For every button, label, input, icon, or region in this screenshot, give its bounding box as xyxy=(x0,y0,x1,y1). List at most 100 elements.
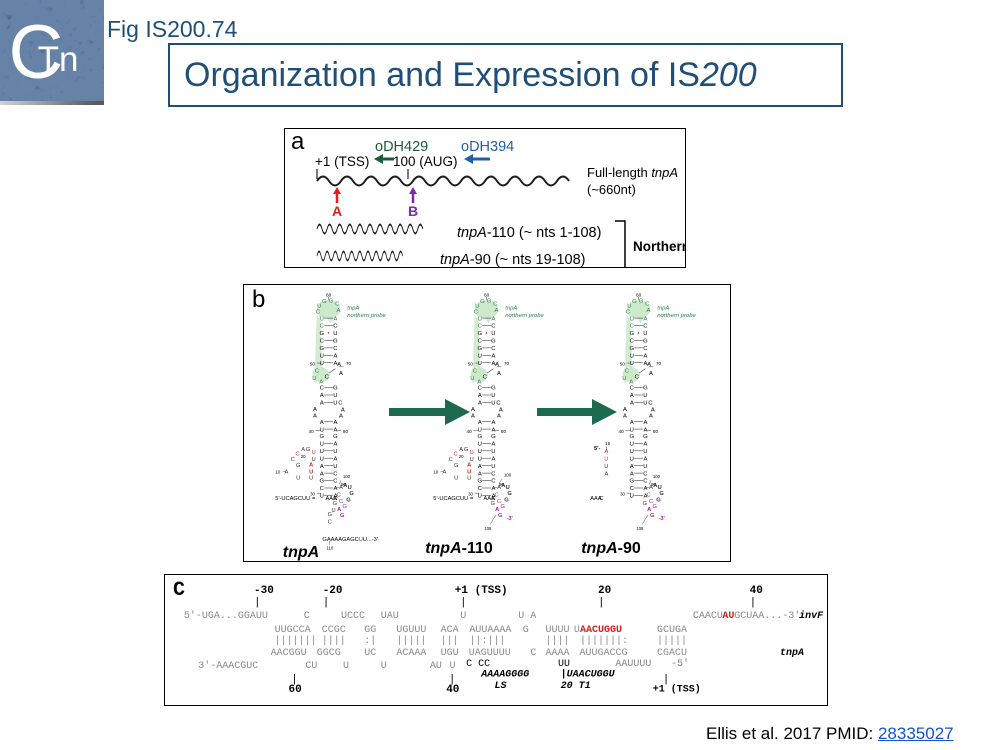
svg-text:20: 20 xyxy=(459,454,464,459)
svg-text:tnpA-90 (~ nts 19-108): tnpA-90 (~ nts 19-108) xyxy=(440,252,586,268)
svg-text:C: C xyxy=(454,451,458,457)
svg-text:G: G xyxy=(507,491,512,497)
svg-text:U: U xyxy=(506,485,510,491)
svg-text:tnpA-110 (~ nts 1-108): tnpA-110 (~ nts 1-108) xyxy=(457,225,601,241)
svg-text:GCUGA: GCUGA xyxy=(657,625,687,636)
svg-text:tnpA: tnpA xyxy=(780,648,804,659)
svg-text:U: U xyxy=(574,625,580,636)
svg-text::|: :| xyxy=(364,635,376,647)
svg-text:G: G xyxy=(656,497,661,503)
svg-text:G: G xyxy=(340,513,345,519)
svg-text:ACAAA: ACAAA xyxy=(396,648,426,659)
svg-text:|||||||: ||||||| xyxy=(275,635,317,647)
svg-text:3'-AAACGUC: 3'-AAACGUC xyxy=(198,660,258,672)
svg-text:G: G xyxy=(491,501,495,507)
svg-text:B: B xyxy=(408,203,418,219)
svg-text:G: G xyxy=(650,513,655,519)
svg-text:G: G xyxy=(523,625,529,636)
svg-text:20: 20 xyxy=(301,454,306,459)
svg-text:U: U xyxy=(332,508,336,514)
svg-text:Tn: Tn xyxy=(38,40,79,79)
svg-text:G: G xyxy=(349,491,354,497)
svg-text:G: G xyxy=(346,497,351,503)
svg-text:5'-UCAGCUU: 5'-UCAGCUU xyxy=(275,496,310,502)
svg-text:C: C xyxy=(296,451,300,457)
svg-text:AUUGACCG: AUUGACCG xyxy=(580,648,628,659)
svg-text:5'-: 5'- xyxy=(594,446,601,452)
svg-text:A: A xyxy=(467,463,471,469)
svg-text:-20: -20 xyxy=(323,585,343,597)
svg-text:100: 100 xyxy=(653,474,661,479)
svg-text:UUUU: UUUU xyxy=(546,625,570,636)
svg-text:U: U xyxy=(296,476,300,482)
svg-text:A: A xyxy=(497,485,501,491)
svg-text:AAAAGGGG: AAAAGGGG xyxy=(480,670,529,681)
svg-text:||:|||: ||:||| xyxy=(469,635,505,647)
svg-text:|: | xyxy=(460,597,467,609)
svg-text:|: | xyxy=(291,674,298,686)
svg-text:UAGUUUU: UAGUUUU xyxy=(469,648,511,659)
svg-text:5'-UGA...GGAUU: 5'-UGA...GGAUU xyxy=(184,610,268,622)
svg-text:40: 40 xyxy=(750,585,763,597)
svg-text:20 T1: 20 T1 xyxy=(561,681,591,692)
svg-text:UAU: UAU xyxy=(381,611,399,622)
svg-text:A: A xyxy=(649,485,653,491)
svg-text:C: C xyxy=(494,492,498,498)
svg-text:100 (AUG): 100 (AUG) xyxy=(393,154,458,169)
svg-text:|||: ||| xyxy=(441,635,459,647)
svg-text:CGACU: CGACU xyxy=(657,648,687,659)
svg-text:=: = xyxy=(312,496,316,502)
svg-text:G: G xyxy=(653,504,657,510)
svg-text:A: A xyxy=(285,469,289,475)
svg-text:|: | xyxy=(598,597,605,609)
svg-text:G: G xyxy=(498,513,503,519)
svg-text:AACUGGU: AACUGGU xyxy=(580,625,622,636)
svg-text:C: C xyxy=(599,496,603,502)
svg-text:C CC: C CC xyxy=(466,659,490,670)
svg-text:A: A xyxy=(443,469,447,475)
svg-text:||||: |||| xyxy=(546,635,570,647)
svg-text:UUGCCA: UUGCCA xyxy=(275,625,311,636)
svg-text:G: G xyxy=(504,497,509,503)
svg-text:G: G xyxy=(659,491,664,497)
svg-text:10: 10 xyxy=(275,469,280,474)
svg-text:U: U xyxy=(343,661,349,672)
svg-text:C: C xyxy=(449,457,453,463)
svg-text:A: A xyxy=(343,483,347,489)
svg-text:A: A xyxy=(501,483,505,489)
svg-text:C: C xyxy=(646,492,650,498)
svg-text:|: | xyxy=(254,597,261,609)
svg-text:invF: invF xyxy=(799,610,824,622)
svg-text:AU: AU xyxy=(430,661,442,672)
svg-text:|||||: ||||| xyxy=(396,635,426,647)
svg-text:U: U xyxy=(312,450,316,456)
svg-text:Full-length tnpA: Full-length tnpA xyxy=(587,165,678,180)
svg-text:20: 20 xyxy=(598,585,611,597)
svg-text:U A: U A xyxy=(518,611,536,622)
svg-text:-3': -3' xyxy=(506,516,513,522)
svg-text:ACA: ACA xyxy=(441,625,459,636)
svg-text:|: | xyxy=(750,597,757,609)
svg-text:Northern: Northern xyxy=(633,239,686,254)
svg-text:b: b xyxy=(252,286,265,313)
svg-text:A: A xyxy=(309,463,313,469)
svg-text:UGUUU: UGUUU xyxy=(396,625,426,636)
svg-text:UCCC: UCCC xyxy=(341,611,365,622)
svg-text:tnpA: tnpA xyxy=(283,544,319,561)
svg-text:G: G xyxy=(343,504,347,510)
svg-text:AUUAAAA: AUUAAAA xyxy=(469,625,511,636)
svg-text:A: A xyxy=(339,485,343,491)
svg-text:G: G xyxy=(328,512,332,518)
svg-text:U: U xyxy=(604,456,608,462)
svg-text:GGCG: GGCG xyxy=(317,648,341,659)
svg-text:G: G xyxy=(306,447,310,453)
svg-text:G: G xyxy=(296,463,300,469)
svg-text:A: A xyxy=(301,447,305,453)
svg-text:C: C xyxy=(336,492,340,498)
svg-text:G: G xyxy=(333,501,337,507)
svg-text:|UAACUGGU: |UAACUGGU xyxy=(561,669,616,681)
svg-text:AACGGU: AACGGU xyxy=(271,648,307,659)
svg-text:UU: UU xyxy=(558,659,570,670)
svg-text:C: C xyxy=(328,520,332,526)
svg-text:C: C xyxy=(291,457,295,463)
